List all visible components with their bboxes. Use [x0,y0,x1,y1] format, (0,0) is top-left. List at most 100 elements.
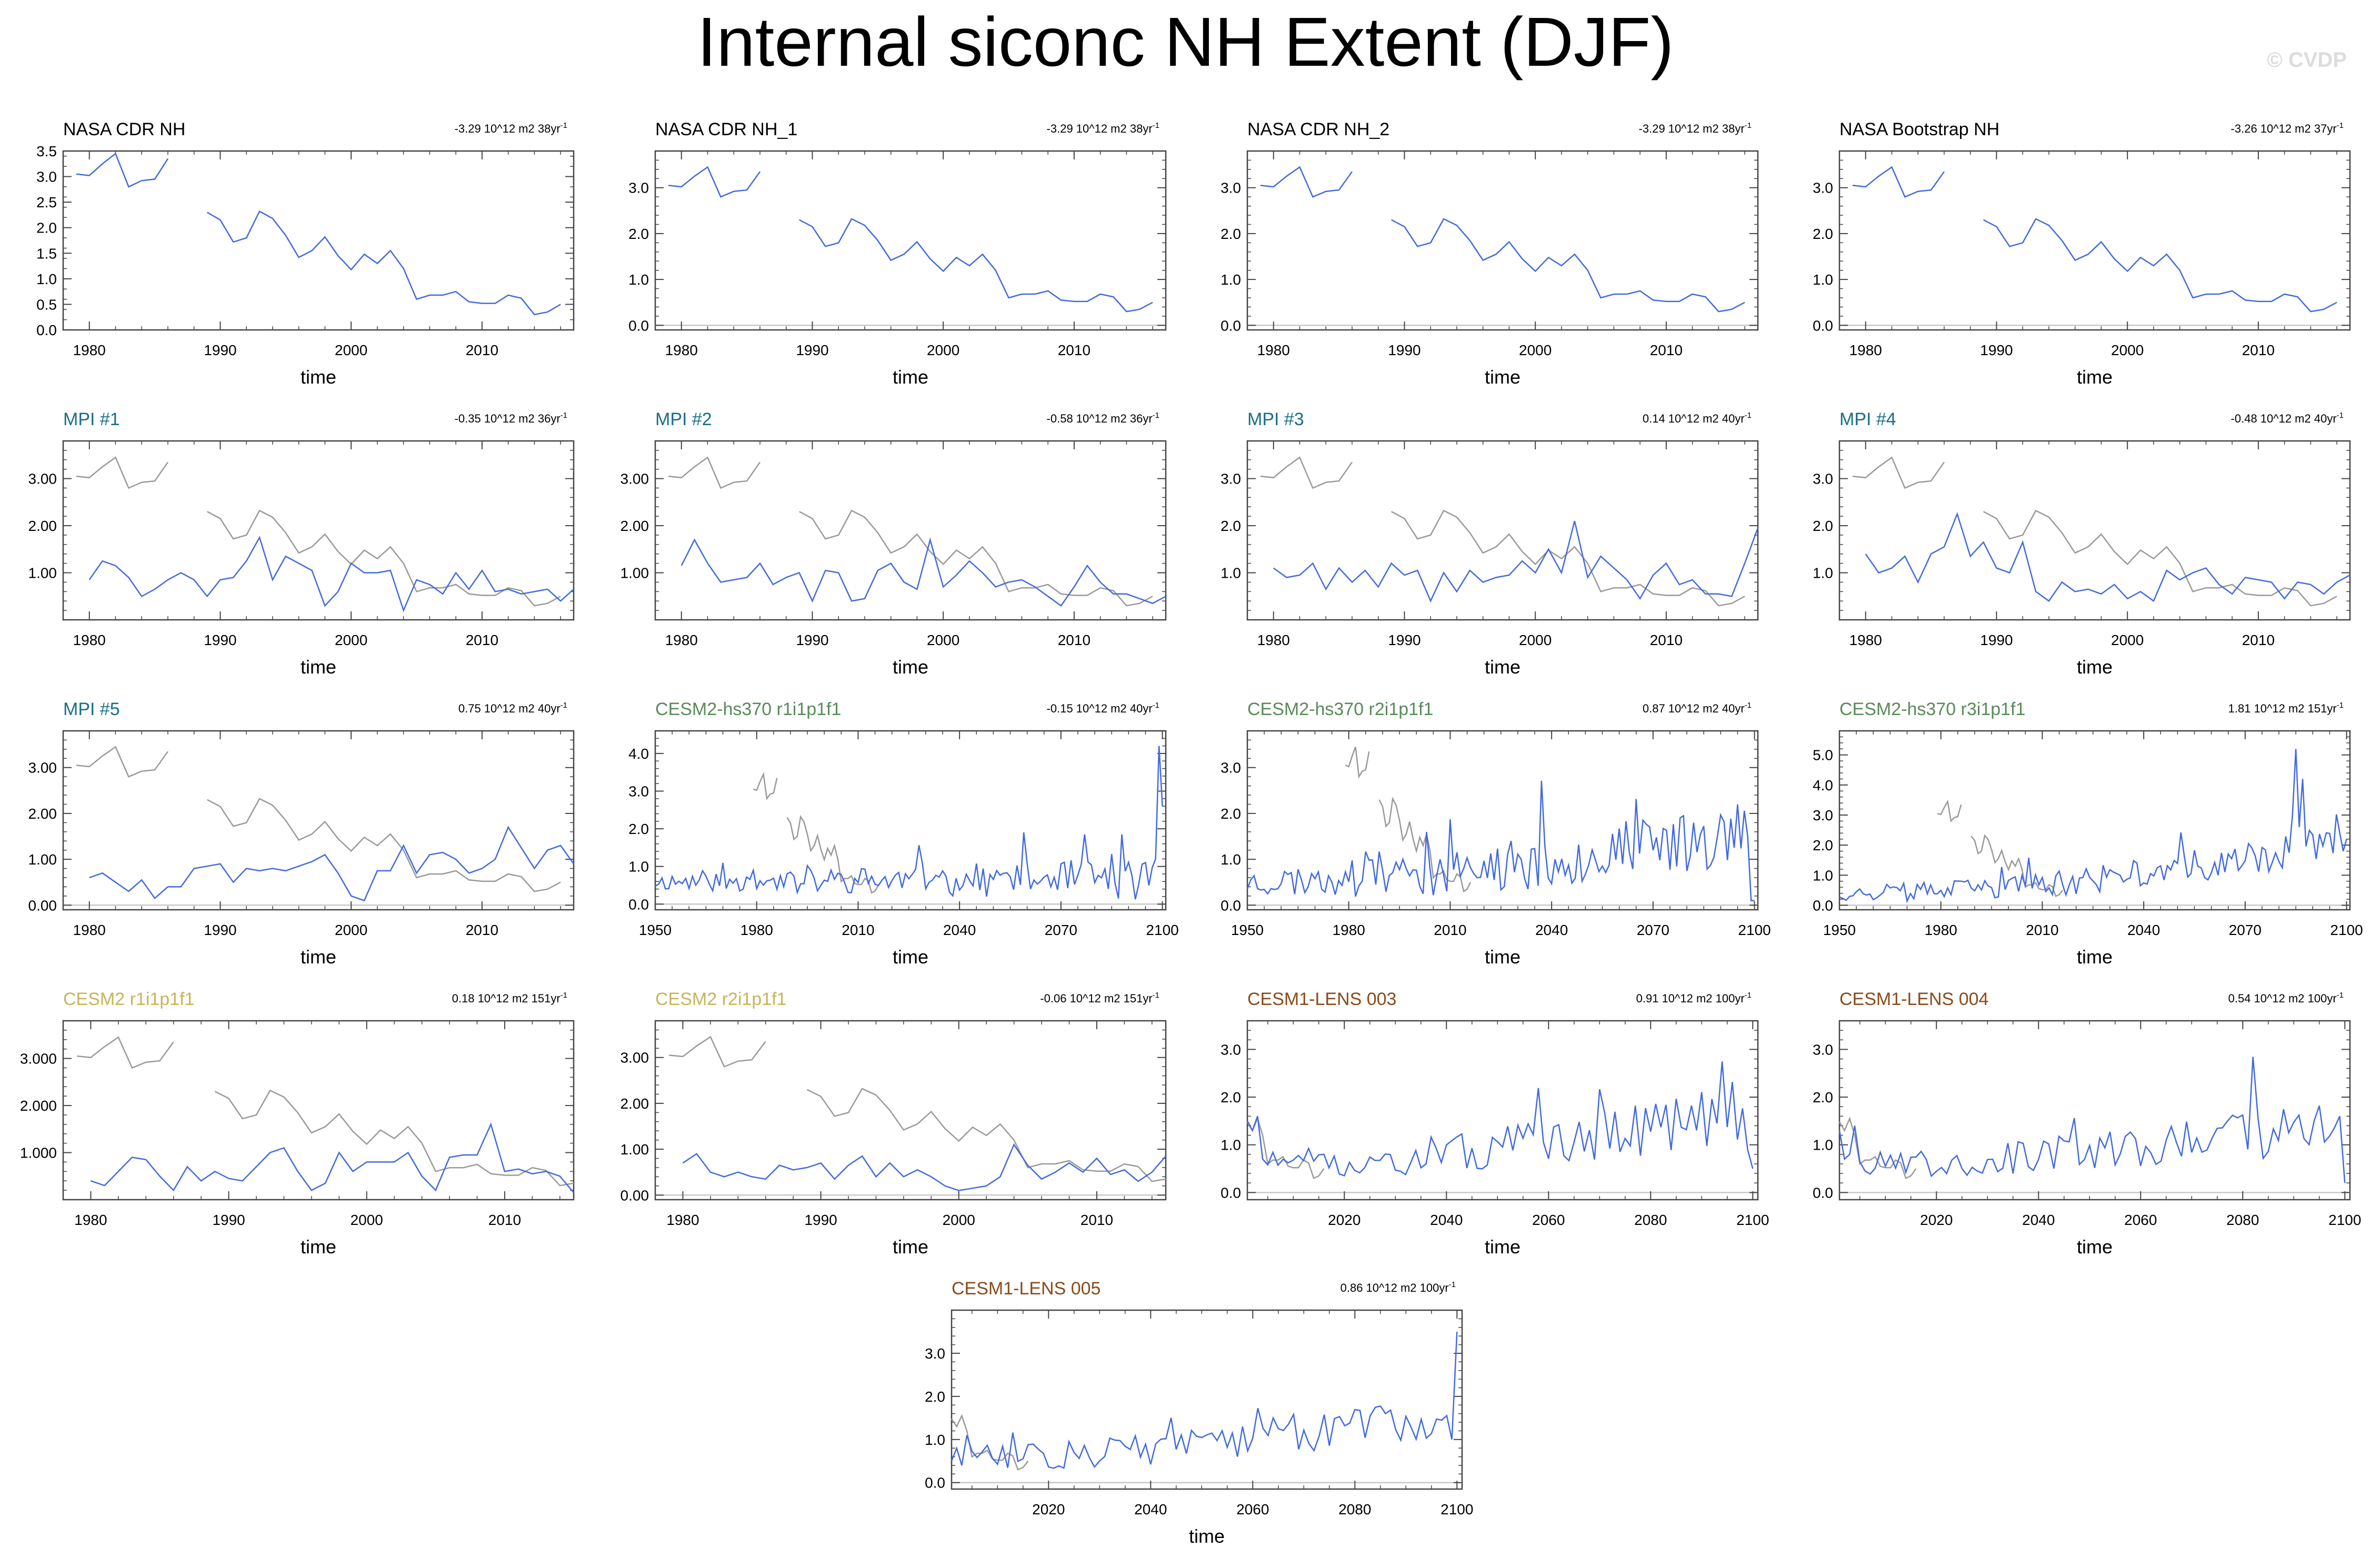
model-series-line [89,826,575,902]
obs-series-line [1345,747,1472,893]
x-tick-label: 2100 [1440,1501,1473,1517]
obs-series-line [1937,799,2063,898]
trend-label: -0.15 10^12 m2 40yr-1 [1047,701,1159,715]
x-tick-label: 2010 [488,1212,521,1228]
x-tick-label: 2060 [2124,1212,2157,1228]
model-series-line [1852,166,2337,313]
y-tick-label: 1.5 [36,245,57,262]
x-tick-label: 1950 [1231,922,1264,938]
x-axis-label: time [301,1236,336,1258]
x-tick-label: 1980 [73,342,106,358]
plot-frame [1246,440,1759,621]
model-series-line [76,152,561,316]
y-tick-label: 2.00 [621,1095,649,1112]
y-tick-label: 3.0 [1813,180,1833,196]
obs-series-line [669,1036,1166,1182]
model-series-line [1865,511,2350,602]
chart-panel: 0.00 1.00 2.00 3.00 1980 1990 2000 2010 time MPI … [28,699,575,968]
x-tick-label: 2070 [1637,922,1669,938]
y-tick-label: 2.0 [1813,226,1833,242]
y-tick-label: 2.0 [1220,518,1241,534]
y-tick-label: 3.0 [1220,760,1241,776]
x-tick-label: 2010 [2242,342,2275,358]
trend-label: 0.75 10^12 m2 40yr-1 [458,701,567,715]
x-axis-label: time [1189,1525,1225,1547]
y-tick-label: 1.0 [1813,1137,1833,1153]
x-axis-label: time [2077,366,2113,388]
x-axis-label: time [1485,946,1520,968]
y-tick-label: 2.0 [1220,806,1241,822]
x-tick-label: 1990 [204,342,236,358]
x-tick-label: 1980 [1257,632,1290,648]
chart-panel: 1.000 2.000 3.000 1980 1990 2000 2010 time CESM2… [20,989,575,1258]
x-tick-label: 1980 [1925,922,1957,938]
x-tick-label: 2080 [1338,1501,1371,1517]
x-tick-label: 1980 [741,922,773,938]
y-tick-label: 0.0 [628,317,649,334]
y-tick-label: 4.0 [1813,777,1833,793]
y-tick-label: 3.000 [20,1051,57,1067]
trend-exponent: -1 [561,411,567,420]
y-tick-label: 3.0 [925,1345,945,1362]
plot-frame [1246,1020,1759,1201]
x-axis-label: time [301,946,336,968]
y-tick-label: 2.000 [20,1098,57,1114]
trend-exponent: -1 [2337,411,2344,420]
y-tick-label: 3.0 [36,169,57,185]
plot-frame [1246,730,1759,911]
plot-frame [654,440,1167,621]
x-tick-label: 1990 [204,922,236,938]
y-tick-label: 1.00 [28,565,57,581]
x-tick-label: 1980 [665,632,698,648]
x-tick-label: 1990 [796,342,828,358]
x-axis-label: time [2077,656,2113,678]
x-tick-label: 2000 [927,632,959,648]
obs-series-line [951,1414,1029,1471]
x-tick-label: 2040 [2127,922,2160,938]
x-axis-label: time [301,656,336,678]
y-tick-label: 0.0 [628,896,649,912]
model-series-line [1838,1057,2346,1183]
chart-panel: 1.0 2.0 3.0 1980 1990 2000 2010 time MPI #4 -0.48… [1813,409,2351,678]
x-axis-label: time [2077,946,2113,968]
chart-panel: 0.0 1.0 2.0 3.0 2020 2040 2060 2080 2100 time CESM… [925,1279,1473,1547]
x-tick-label: 2000 [943,1212,975,1228]
x-axis-label: time [301,366,336,388]
chart-panel: 0.0 1.0 2.0 3.0 1980 1990 2000 2010 time NASA CDR… [628,119,1167,388]
model-series-line [681,537,1166,607]
x-tick-label: 2010 [1650,632,1683,648]
x-tick-label: 2000 [2111,342,2144,358]
chart-panel: 0.0 1.0 2.0 3.0 1980 1990 2000 2010 time NASA CDR… [1220,119,1759,388]
x-tick-label: 2020 [1032,1501,1065,1517]
trend-label: 0.86 10^12 m2 100yr-1 [1340,1280,1456,1294]
plot-frame [654,1020,1167,1201]
y-tick-label: 2.00 [28,518,57,534]
x-tick-label: 2010 [1058,632,1091,648]
y-tick-label: 1.0 [1813,565,1833,581]
trend-exponent: -1 [2337,991,2344,1000]
model-series-line [682,1143,1166,1191]
x-tick-label: 2070 [2229,922,2262,938]
plot-frame [1838,150,2351,331]
panel-title: CESM1-LENS 005 [952,1279,1101,1299]
x-tick-label: 2010 [842,922,874,938]
x-tick-label: 1980 [73,632,106,648]
plot-frame [62,150,575,331]
trend-exponent: -1 [561,991,567,1000]
trend-label: -0.06 10^12 m2 151yr-1 [1040,991,1159,1005]
y-tick-label: 3.0 [1220,471,1241,487]
x-tick-label: 1990 [804,1212,837,1228]
y-tick-label: 3.00 [621,471,649,487]
y-tick-label: 3.00 [621,1050,649,1066]
y-tick-label: 1.0 [1813,867,1833,883]
plot-frame [654,150,1167,331]
x-tick-label: 1980 [1333,922,1365,938]
plot-frame [62,440,575,621]
model-series-line [1273,520,1759,603]
x-tick-label: 2040 [2022,1212,2055,1228]
y-tick-label: 0.0 [36,322,57,338]
trend-label: -0.58 10^12 m2 36yr-1 [1047,411,1159,425]
panel-title: NASA CDR NH_1 [655,119,797,139]
y-tick-label: 2.0 [628,226,649,242]
obs-series-line [1260,456,1745,607]
